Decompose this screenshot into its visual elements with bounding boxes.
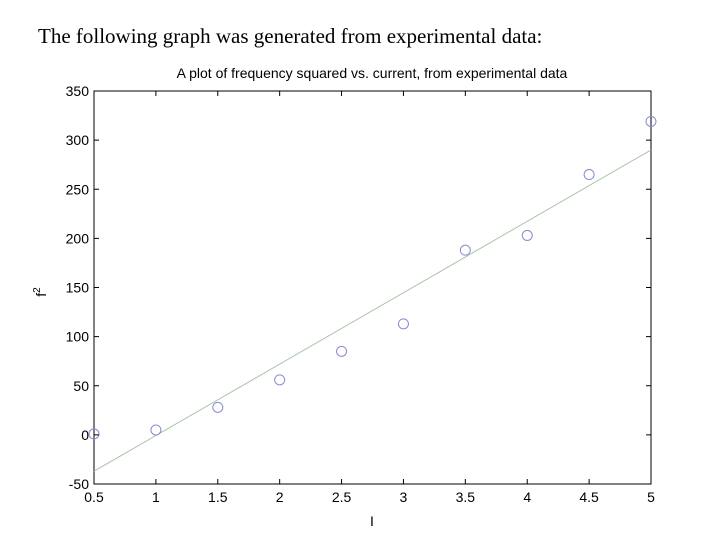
y-tick-label: 50 <box>73 378 89 394</box>
x-tick-label: 4 <box>523 489 531 505</box>
x-axis-ticks: 0.5 1 1.5 2 2.5 3 3.5 4 4.5 5 <box>84 91 655 505</box>
fit-line <box>93 149 652 472</box>
data-point <box>150 424 162 436</box>
fit-line-group <box>93 149 652 472</box>
y-tick-label: 250 <box>66 181 90 197</box>
x-tick-label: 2.5 <box>332 489 352 505</box>
x-tick-label: 3.5 <box>456 489 476 505</box>
data-point <box>212 401 224 413</box>
x-tick-label: 4.5 <box>579 489 599 505</box>
y-tick-label: 0 <box>81 427 89 443</box>
data-point <box>645 115 657 127</box>
markers-group <box>88 115 657 440</box>
x-tick-label: 1.5 <box>208 489 228 505</box>
y-axis-ticks: -50 0 50 100 150 200 250 300 350 <box>66 83 651 492</box>
x-tick-label: 0.5 <box>84 489 104 505</box>
x-axis-label: I <box>370 513 374 529</box>
data-point <box>274 374 286 386</box>
plot-frame <box>93 90 652 485</box>
data-point <box>459 244 471 256</box>
data-point <box>583 169 595 181</box>
x-tick-label: 5 <box>647 489 655 505</box>
y-tick-label: -50 <box>69 476 89 492</box>
data-point <box>397 318 409 330</box>
chart-title: A plot of frequency squared vs. current,… <box>177 65 568 81</box>
page-heading: The following graph was generated from e… <box>38 24 543 48</box>
y-axis-label-base: f <box>33 293 49 297</box>
y-tick-label: 150 <box>66 280 90 296</box>
y-axis-label-superscript: 2 <box>32 287 43 293</box>
y-tick-label: 350 <box>66 83 90 99</box>
y-tick-label: 300 <box>66 132 90 148</box>
y-tick-label: 100 <box>66 329 90 345</box>
x-tick-label: 3 <box>400 489 408 505</box>
data-point <box>88 428 100 440</box>
y-tick-label: 200 <box>66 230 90 246</box>
y-axis-label: f2 <box>32 287 49 297</box>
data-point <box>521 229 533 241</box>
x-tick-label: 1 <box>152 489 160 505</box>
x-tick-label: 2 <box>276 489 284 505</box>
data-point <box>336 345 348 357</box>
